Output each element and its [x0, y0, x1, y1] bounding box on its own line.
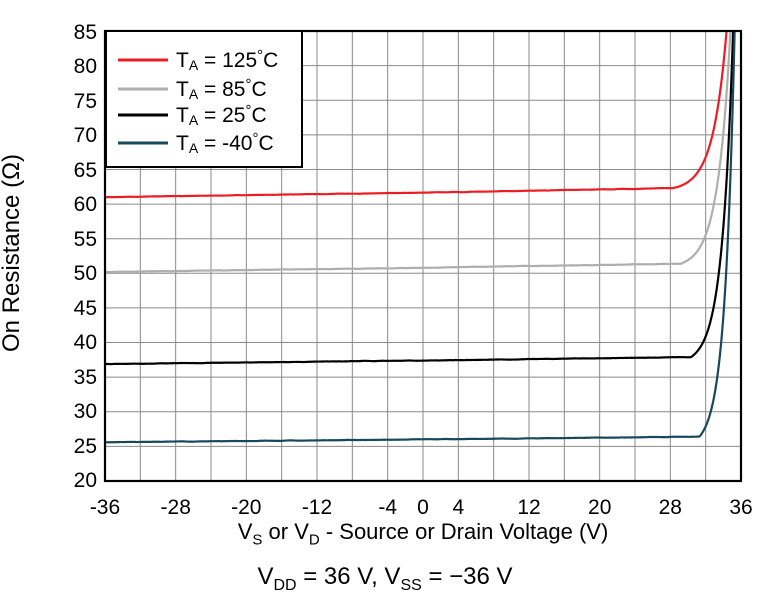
svg-text:TA = 25°C: TA = 25°C: [176, 102, 267, 128]
svg-text:TA = 125°C: TA = 125°C: [176, 47, 278, 73]
svg-text:TA = 85°C: TA = 85°C: [176, 76, 267, 102]
svg-text:TA = -40°C: TA = -40°C: [176, 130, 274, 156]
